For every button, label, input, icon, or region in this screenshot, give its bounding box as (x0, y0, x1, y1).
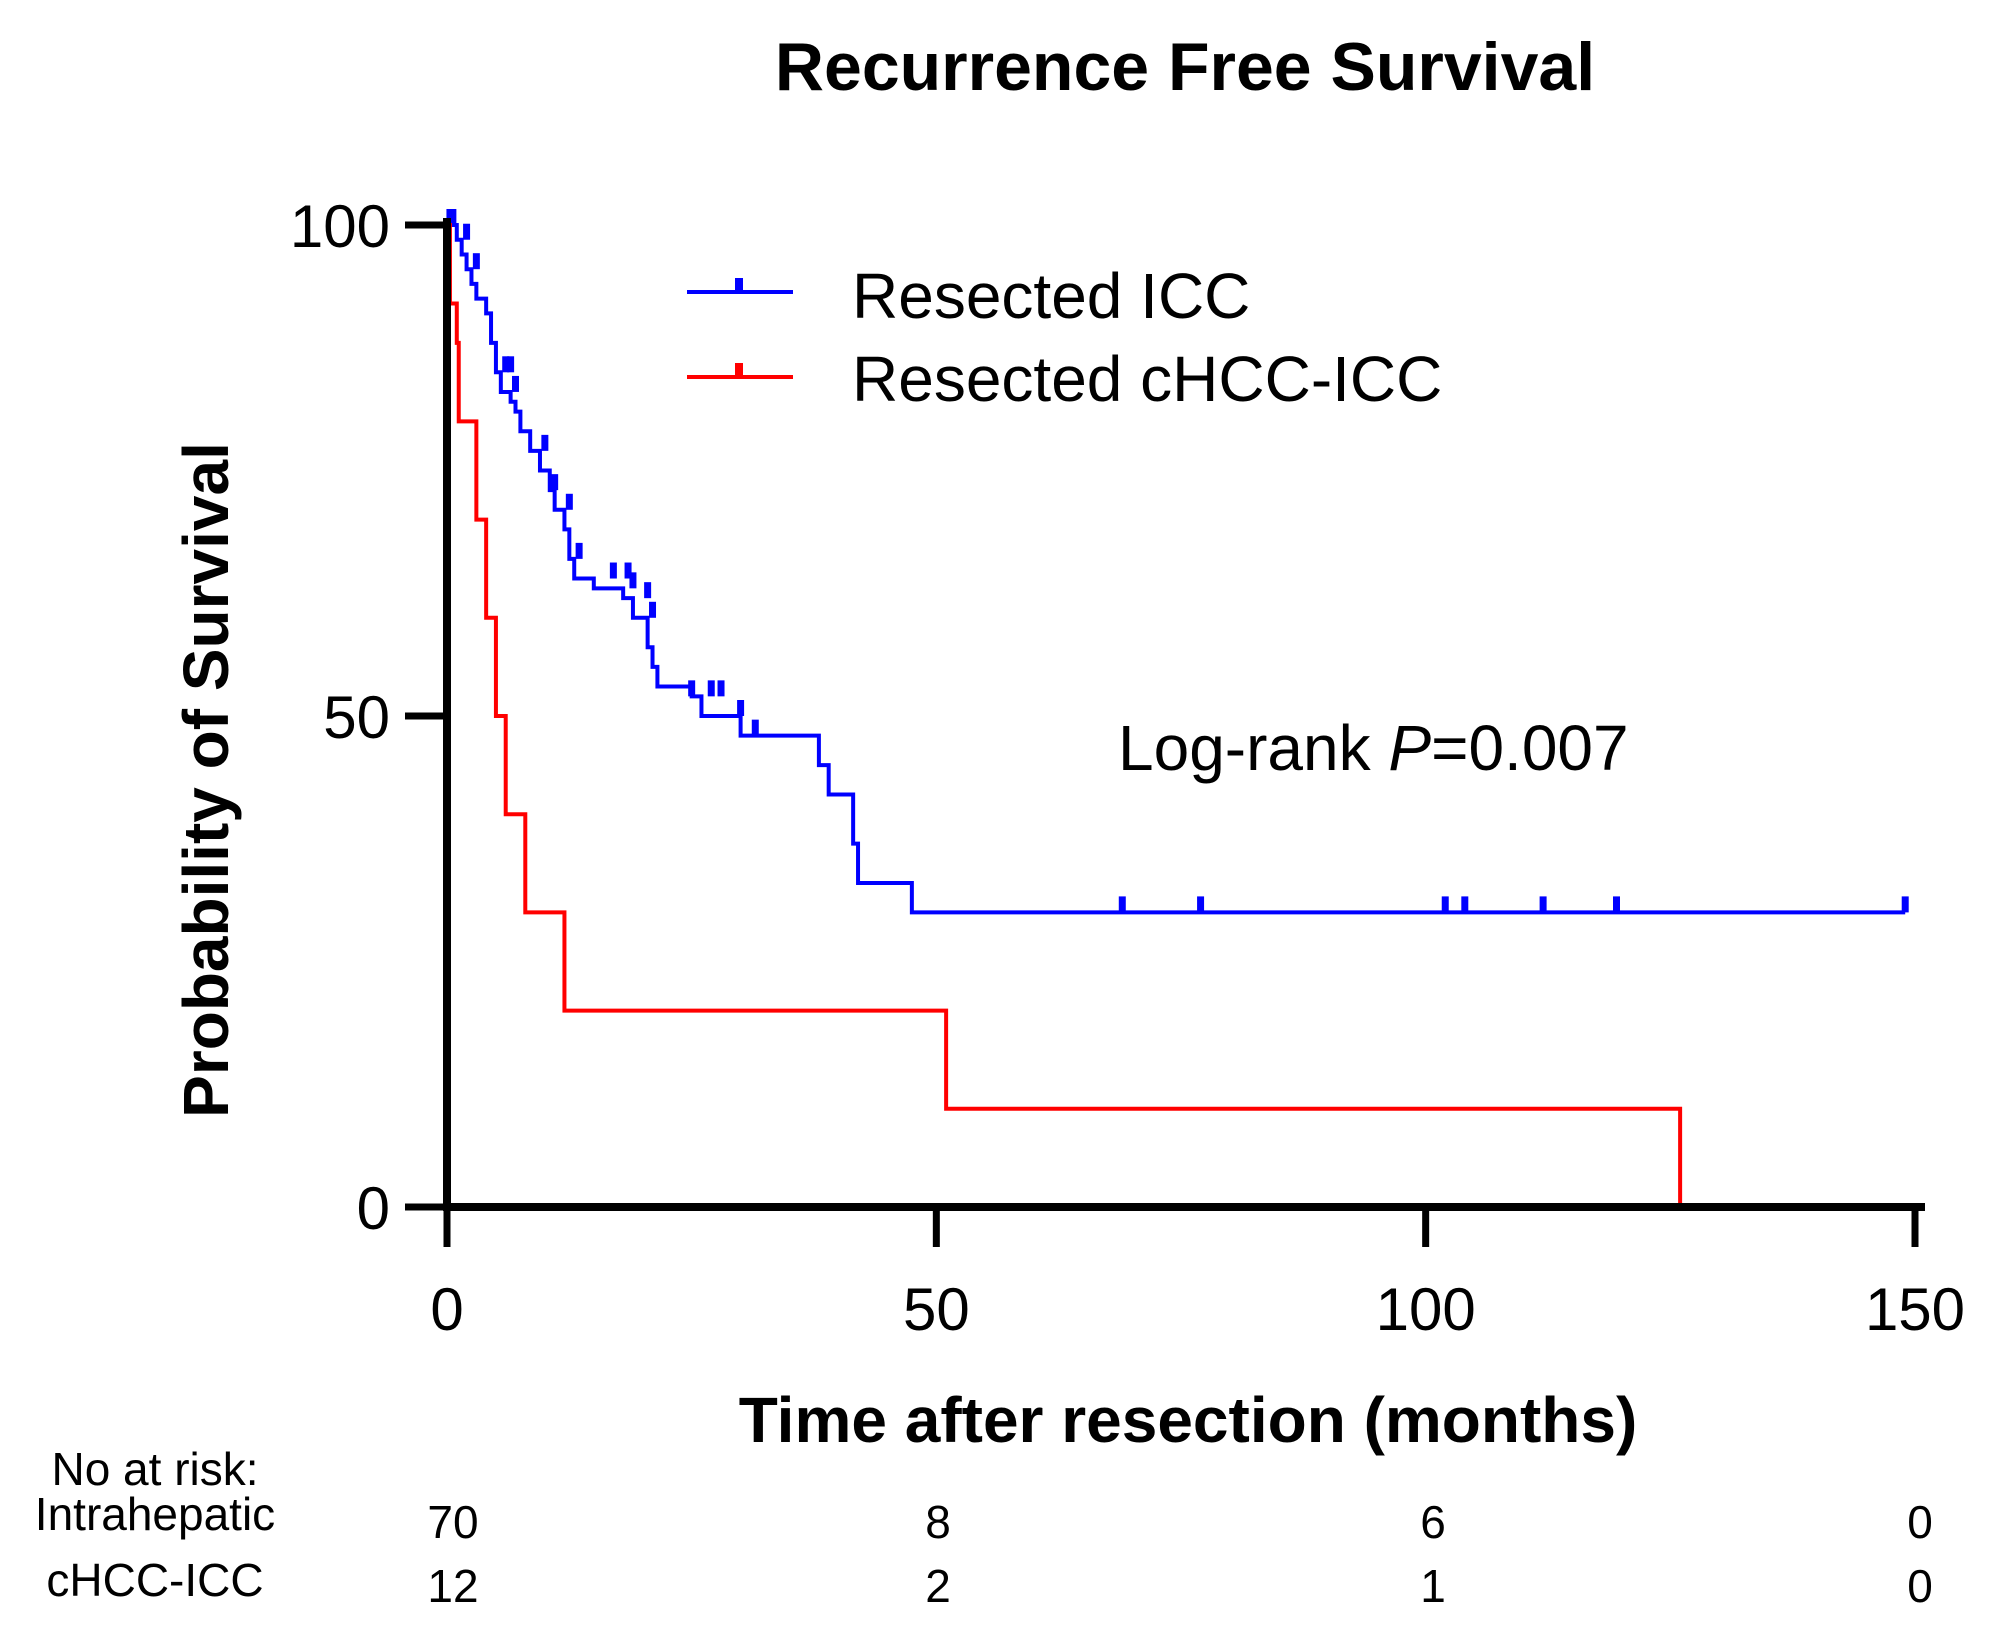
risk-table: No at risk: Intrahepatic cHCC-ICC 70 8 6… (35, 1443, 1933, 1612)
risk-count: 70 (427, 1496, 478, 1548)
risk-count: 2 (925, 1560, 951, 1612)
y-tick-label: 50 (323, 684, 390, 751)
risk-count: 8 (925, 1496, 951, 1548)
y-tick-label: 0 (357, 1175, 390, 1242)
legend-label-icc: Resected ICC (852, 260, 1250, 332)
logrank-annotation: Log-rank P=0.007 (1118, 712, 1629, 784)
logrank-p: P (1388, 712, 1431, 784)
legend: Resected ICC Resected cHCC-ICC (687, 260, 1442, 415)
risk-row-label: cHCC-ICC (46, 1554, 263, 1606)
x-axis-label: Time after resection (months) (739, 1384, 1638, 1456)
risk-count: 0 (1907, 1560, 1933, 1612)
risk-count: 1 (1420, 1560, 1446, 1612)
survival-curve-icc (447, 223, 1906, 915)
risk-table-header: No at risk: (51, 1443, 258, 1495)
logrank-prefix: Log-rank (1118, 712, 1388, 784)
x-tick-label: 100 (1376, 1276, 1476, 1343)
logrank-value: =0.007 (1431, 712, 1629, 784)
legend-label-chcc: Resected cHCC-ICC (852, 343, 1442, 415)
risk-row-label: Intrahepatic (35, 1488, 275, 1540)
survival-curve-chcc (447, 223, 1683, 1207)
x-tick-label: 50 (903, 1276, 970, 1343)
y-axis-label: Probability of Survival (170, 442, 242, 1118)
risk-count: 0 (1907, 1496, 1933, 1548)
y-tick-label: 100 (290, 193, 390, 260)
x-tick-label: 0 (430, 1276, 463, 1343)
chart-title: Recurrence Free Survival (775, 29, 1595, 105)
axis-ticks: 0 50 100 150 0 50 100 (290, 193, 1965, 1343)
risk-count: 12 (427, 1560, 478, 1612)
x-tick-label: 150 (1865, 1276, 1965, 1343)
risk-count: 6 (1420, 1496, 1446, 1548)
plot-area (446, 209, 1909, 1207)
